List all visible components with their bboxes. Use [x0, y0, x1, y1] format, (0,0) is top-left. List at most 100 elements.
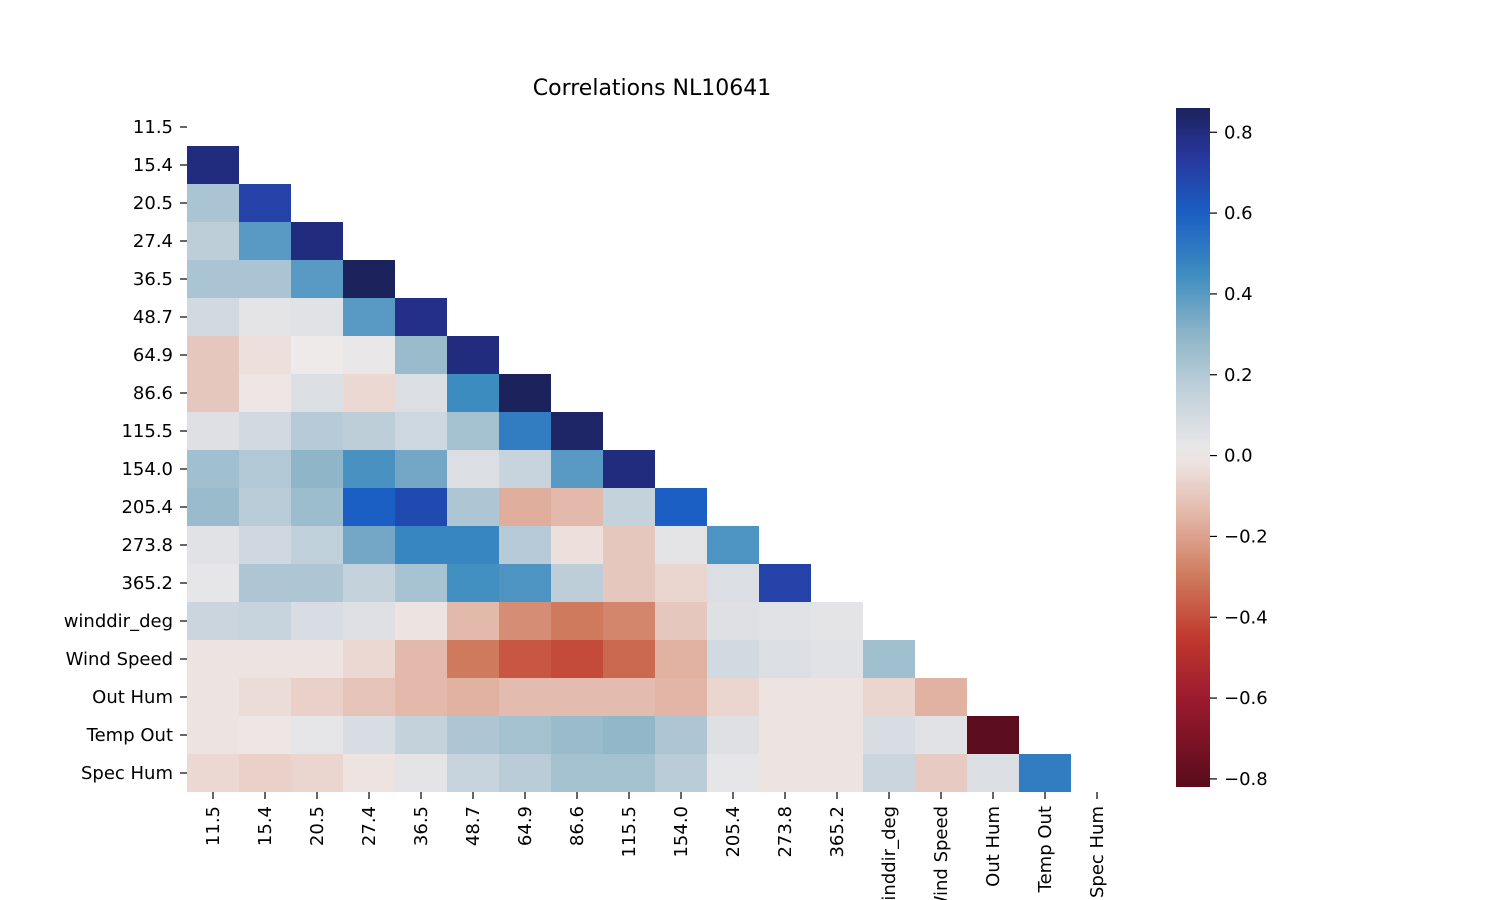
y-tick-label: 11.5 — [133, 117, 173, 138]
heatmap-cell — [343, 412, 395, 450]
y-tick-label: 48.7 — [133, 307, 173, 328]
heatmap-cell — [655, 754, 707, 792]
heatmap-cell — [291, 450, 343, 488]
heatmap-cell — [759, 564, 811, 602]
heatmap-cell — [343, 298, 395, 336]
x-tick-label: 205.4 — [723, 806, 744, 858]
heatmap-cell — [603, 640, 655, 678]
heatmap-cell — [499, 374, 551, 412]
heatmap-cell — [187, 640, 239, 678]
heatmap-cell — [343, 374, 395, 412]
y-tick-label: 64.9 — [133, 345, 173, 366]
heatmap-cell — [187, 412, 239, 450]
heatmap-cell — [811, 602, 863, 640]
heatmap-cell — [707, 716, 759, 754]
heatmap-cell — [395, 678, 447, 716]
heatmap-cells — [187, 146, 1071, 792]
heatmap-cell — [239, 260, 291, 298]
heatmap-cell — [239, 184, 291, 222]
heatmap-cell — [239, 640, 291, 678]
heatmap-cell — [395, 336, 447, 374]
heatmap-cell — [707, 602, 759, 640]
heatmap-cell — [915, 716, 967, 754]
heatmap-cell — [759, 678, 811, 716]
colorbar-tick-label: −0.4 — [1224, 607, 1268, 628]
heatmap-cell — [499, 488, 551, 526]
chart-title: Correlations NL10641 — [533, 76, 771, 101]
x-tick-label: Wind Speed — [931, 806, 952, 900]
y-tick-label: 115.5 — [121, 421, 173, 442]
heatmap-cell — [811, 640, 863, 678]
heatmap-cell — [499, 564, 551, 602]
heatmap-cell — [187, 336, 239, 374]
x-tick-label: Temp Out — [1035, 806, 1056, 893]
heatmap-cell — [499, 678, 551, 716]
heatmap-cell — [499, 526, 551, 564]
heatmap-cell — [499, 450, 551, 488]
heatmap-cell — [343, 526, 395, 564]
heatmap-cell — [811, 716, 863, 754]
heatmap-cell — [447, 640, 499, 678]
heatmap-cell — [291, 298, 343, 336]
heatmap-cell — [447, 564, 499, 602]
heatmap-cell — [447, 716, 499, 754]
heatmap-cell — [343, 754, 395, 792]
x-axis-labels: 11.5 15.4 20.5 27.4 36.5 48.7 64.9 86.6 115.5 154… — [203, 792, 1108, 900]
x-tick-label: 36.5 — [411, 806, 432, 846]
y-tick-label: Wind Speed — [66, 649, 173, 670]
heatmap-cell — [187, 602, 239, 640]
heatmap-cell — [291, 260, 343, 298]
heatmap-cell — [655, 640, 707, 678]
heatmap-cell — [239, 678, 291, 716]
heatmap-cell — [915, 754, 967, 792]
y-tick-label: 205.4 — [121, 497, 173, 518]
heatmap-cell — [759, 640, 811, 678]
heatmap-cell — [499, 602, 551, 640]
heatmap-cell — [239, 488, 291, 526]
heatmap-cell — [551, 716, 603, 754]
heatmap-cell — [239, 450, 291, 488]
heatmap-cell — [655, 716, 707, 754]
heatmap-cell — [187, 564, 239, 602]
heatmap-cell — [291, 678, 343, 716]
x-tick-label: 64.9 — [515, 806, 536, 846]
x-tick-label: 11.5 — [203, 806, 224, 846]
heatmap-cell — [239, 526, 291, 564]
heatmap-cell — [915, 678, 967, 716]
heatmap-cell — [395, 754, 447, 792]
heatmap-cell — [395, 374, 447, 412]
heatmap-cell — [551, 450, 603, 488]
x-tick-label: 154.0 — [671, 806, 692, 858]
y-tick-label: 20.5 — [133, 193, 173, 214]
heatmap-cell — [291, 754, 343, 792]
heatmap-cell — [395, 640, 447, 678]
heatmap-cell — [863, 640, 915, 678]
heatmap-cell — [551, 678, 603, 716]
heatmap-cell — [395, 564, 447, 602]
heatmap-cell — [239, 374, 291, 412]
heatmap-cell — [655, 564, 707, 602]
heatmap-cell — [967, 754, 1019, 792]
heatmap-cell — [395, 488, 447, 526]
heatmap-cell — [187, 754, 239, 792]
heatmap-cell — [187, 716, 239, 754]
heatmap-cell — [239, 336, 291, 374]
heatmap-cell — [603, 678, 655, 716]
heatmap-cell — [447, 412, 499, 450]
heatmap-cell — [291, 336, 343, 374]
heatmap-cell — [551, 488, 603, 526]
heatmap-cell — [239, 412, 291, 450]
heatmap-cell — [499, 412, 551, 450]
colorbar-gradient — [1176, 108, 1210, 787]
heatmap-cell — [187, 678, 239, 716]
colorbar-tick-label: −0.2 — [1224, 526, 1268, 547]
heatmap-cell — [343, 336, 395, 374]
heatmap-cell — [187, 146, 239, 184]
x-tick-label: 115.5 — [619, 806, 640, 858]
heatmap-cell — [655, 526, 707, 564]
heatmap-cell — [863, 716, 915, 754]
heatmap-cell — [239, 564, 291, 602]
heatmap-cell — [759, 602, 811, 640]
heatmap-cell — [447, 450, 499, 488]
